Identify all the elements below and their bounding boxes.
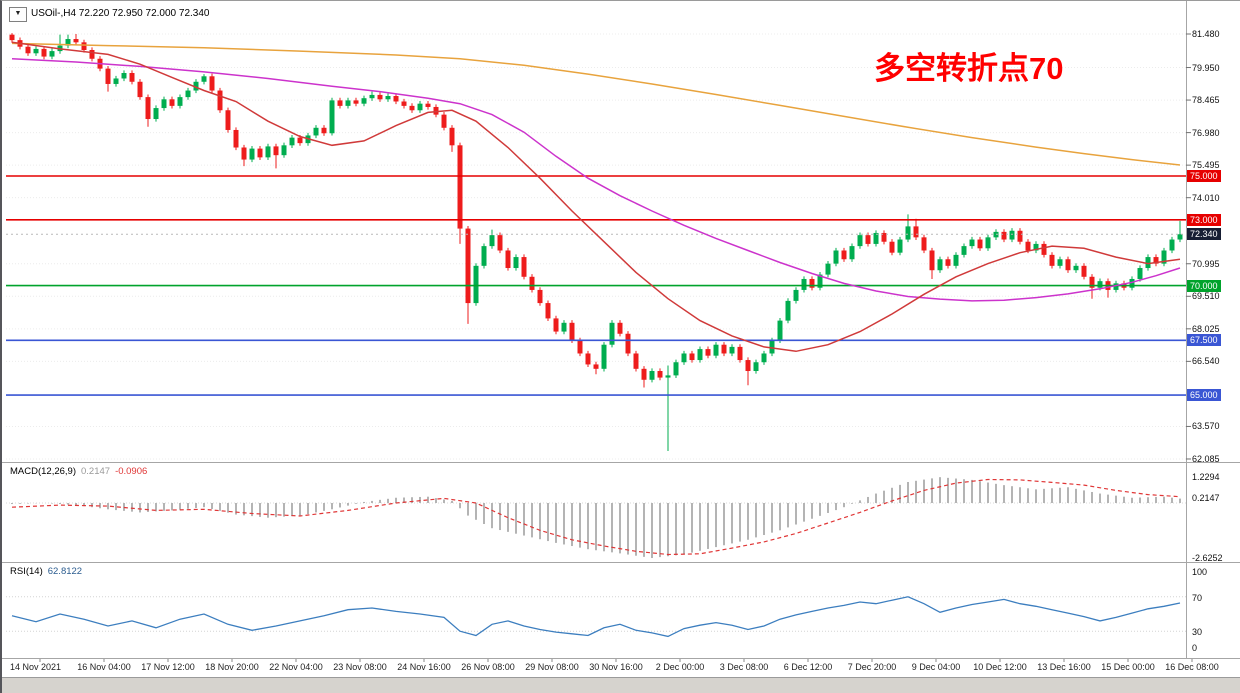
- time-axis-label: 16 Dec 08:00: [1165, 662, 1219, 672]
- rsi-axis-label: 30: [1192, 627, 1203, 638]
- time-axis-label: 3 Dec 08:00: [719, 662, 769, 672]
- price-axis-label: 68.025: [1192, 323, 1220, 334]
- time-axis-label: 17 Nov 12:00: [141, 662, 195, 672]
- macd-axis-label: -2.6252: [1192, 553, 1223, 564]
- macd-signal-line: [11, 478, 1181, 556]
- macd-indicator-label: MACD(12,26,9) 0.2147 -0.0906: [10, 466, 152, 477]
- macd-signal-value: -0.0906: [115, 466, 148, 477]
- time-axis-label: 15 Dec 00:00: [1101, 662, 1155, 672]
- price-axis-label: 70.995: [1192, 258, 1220, 269]
- price-level-badge: 70.000: [1187, 279, 1221, 292]
- ma-mid-magenta: [11, 58, 1181, 302]
- price-axis-label: 63.570: [1192, 421, 1220, 432]
- macd-axis-label: 0.2147: [1192, 493, 1220, 504]
- macd-main-value: 0.2147: [81, 466, 111, 477]
- rsi-axis-label: 70: [1192, 592, 1203, 603]
- rsi-indicator-label: RSI(14) 62.8122: [10, 566, 87, 577]
- candles[interactable]: [9, 33, 1183, 451]
- rsi-axis-label: 100: [1192, 567, 1208, 577]
- ma-slow-orange: [11, 42, 1181, 166]
- symbol-ohlc-readout: USOil-,H4 72.220 72.950 72.000 72.340: [31, 8, 210, 19]
- macd-pane: [11, 477, 1181, 559]
- time-axis-label: 9 Dec 04:00: [911, 662, 961, 672]
- time-axis-label: 7 Dec 20:00: [847, 662, 897, 672]
- time-axis-label: 26 Nov 08:00: [461, 662, 515, 672]
- dropdown-arrow-icon: ▼: [14, 10, 22, 17]
- macd-axis-label: 1.2294: [1192, 472, 1220, 483]
- ma-overlays: [11, 41, 1181, 353]
- price-axis-label: 66.540: [1192, 356, 1220, 367]
- price-axis-label: 79.950: [1192, 62, 1220, 73]
- time-axis-label: 23 Nov 08:00: [333, 662, 387, 672]
- price-axis-label: 74.010: [1192, 192, 1220, 203]
- window-bottom-strip: [2, 677, 1240, 693]
- time-axis-label: 10 Dec 12:00: [973, 662, 1027, 672]
- time-axis-label: 22 Nov 04:00: [269, 662, 323, 672]
- current-price-badge: 72.340: [1187, 228, 1221, 241]
- price-level-badge: 73.000: [1187, 213, 1221, 226]
- rsi-name: RSI(14): [10, 566, 43, 577]
- symbol-dropdown[interactable]: ▼: [9, 7, 27, 22]
- rsi-pane: [11, 596, 1181, 638]
- pane-separators: [2, 1, 1240, 662]
- time-axis-label: 29 Nov 08:00: [525, 662, 579, 672]
- price-level-badge: 65.000: [1187, 389, 1221, 402]
- chart-annotation: 多空转折点70: [874, 51, 1064, 86]
- time-axis-label: 13 Dec 16:00: [1037, 662, 1091, 672]
- rsi-axis-label: 0: [1192, 643, 1198, 653]
- ma-fast-red: [11, 41, 1181, 353]
- price-axis-label: 62.085: [1192, 453, 1220, 464]
- level-lines[interactable]: [6, 175, 1186, 396]
- price-level-badge: 75.000: [1187, 169, 1221, 182]
- macd-name: MACD(12,26,9): [10, 466, 76, 477]
- price-level-badge: 67.500: [1187, 334, 1221, 347]
- time-axis-label: 14 Nov 2021: [10, 662, 62, 672]
- price-axis-label: 69.510: [1192, 291, 1220, 302]
- rsi-value: 62.8122: [47, 566, 83, 577]
- time-axis-label: 2 Dec 00:00: [655, 662, 705, 672]
- price-axis-label: 78.465: [1192, 95, 1220, 106]
- price-axis-label: 75.495: [1192, 160, 1220, 171]
- time-axis-label: 30 Nov 16:00: [589, 662, 643, 672]
- price-axis-label: 76.980: [1192, 127, 1220, 138]
- time-axis-label: 24 Nov 16:00: [397, 662, 451, 672]
- price-axis-label: 81.480: [1192, 29, 1220, 39]
- rsi-line: [11, 596, 1181, 638]
- time-axis-label: 18 Nov 20:00: [205, 662, 259, 672]
- time-axis-label: 16 Nov 04:00: [77, 662, 131, 672]
- time-axis-label: 6 Dec 12:00: [783, 662, 833, 672]
